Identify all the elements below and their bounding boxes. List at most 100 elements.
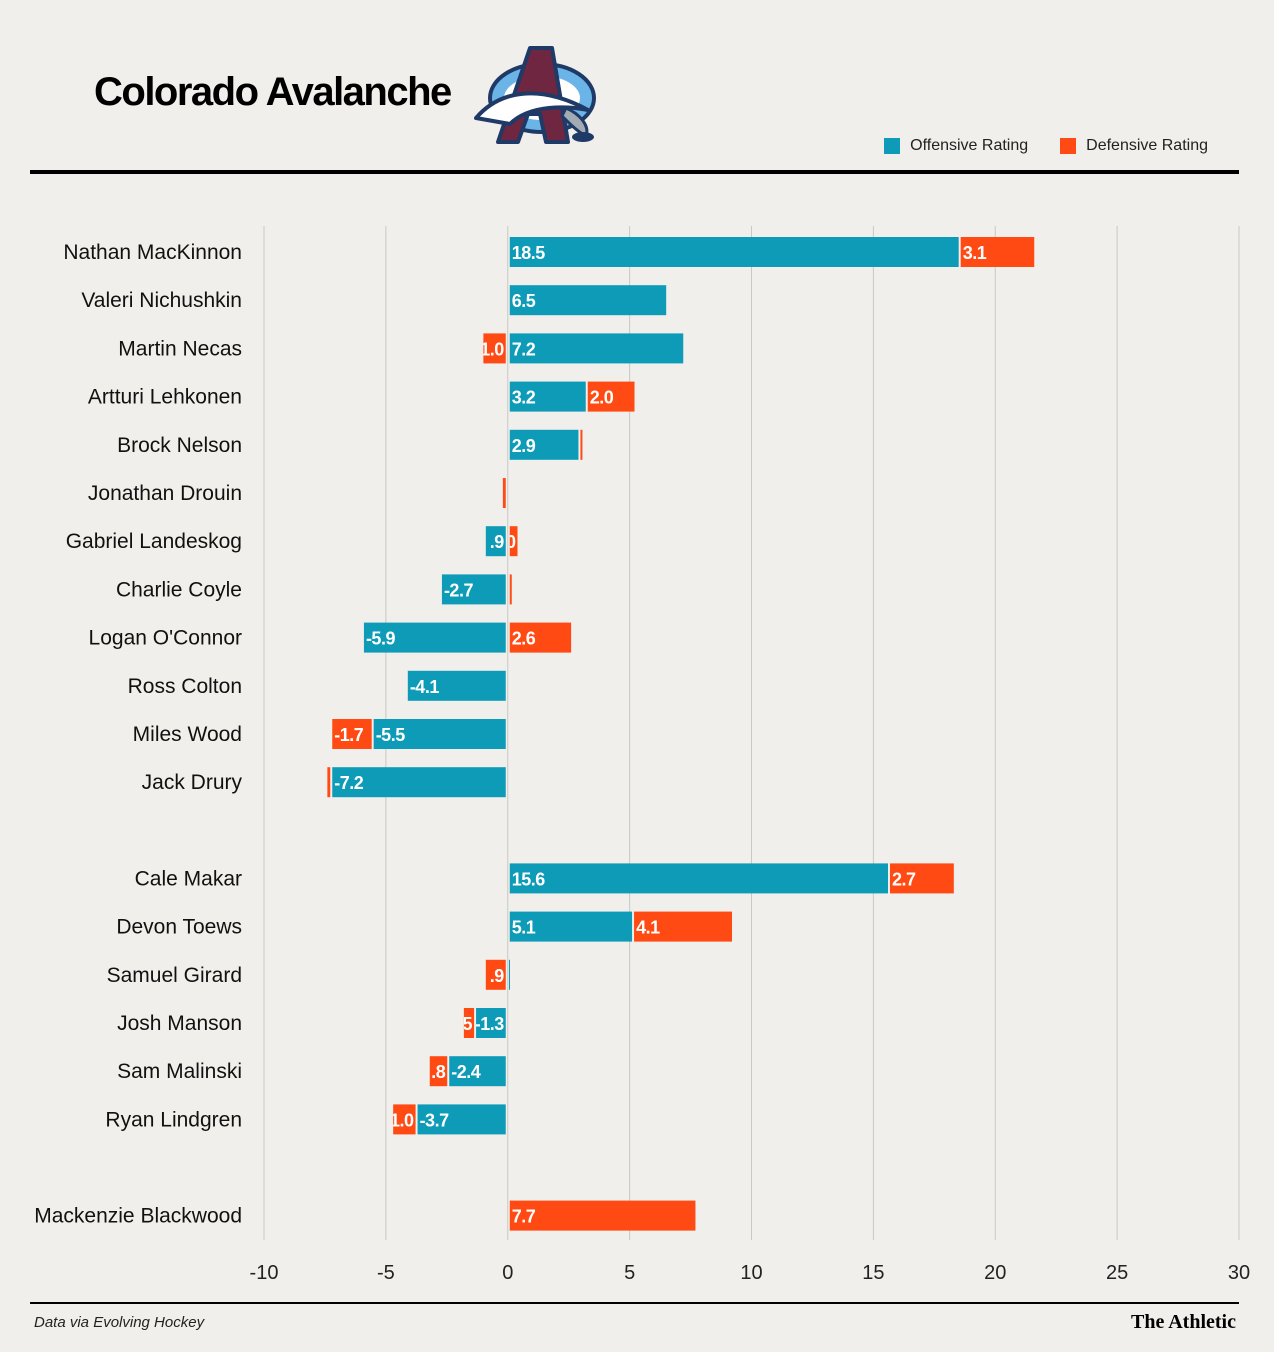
offensive-bar — [509, 863, 888, 894]
defensive-bar — [483, 333, 506, 364]
bar-value-label: -7.2 — [334, 773, 364, 793]
bar-value-label: 2.0 — [590, 388, 614, 408]
player-name: Valeri Nichushkin — [81, 289, 242, 312]
bar-value-label: 1.0 — [480, 339, 504, 359]
offensive-bar — [363, 622, 506, 653]
offensive-bar — [509, 911, 633, 942]
player-name: Artturi Lehkonen — [88, 386, 242, 409]
defensive-bar — [634, 911, 732, 942]
player-name: Devon Toews — [116, 916, 242, 939]
defensive-bar — [393, 1104, 416, 1135]
player-name: Jonathan Drouin — [88, 482, 242, 505]
bar-value-label: -2.7 — [444, 580, 474, 600]
x-tick-label: -5 — [377, 1262, 395, 1284]
defensive-bar — [327, 767, 331, 798]
player-name: Sam Malinski — [117, 1060, 242, 1083]
bar-value-label: -1.3 — [475, 1014, 505, 1034]
defensive-bar — [509, 526, 518, 557]
player-name: Martin Necas — [118, 337, 242, 360]
defensive-bar — [587, 381, 635, 412]
defensive-bar — [890, 863, 954, 894]
defensive-bar — [502, 478, 506, 508]
bar-value-label: 7.7 — [512, 1207, 536, 1227]
bar-value-label: -5.5 — [376, 725, 406, 745]
bar-value-label: -4.1 — [410, 677, 440, 697]
player-name: Jack Drury — [142, 771, 243, 794]
defensive-bar — [960, 237, 1035, 267]
chart-legend: Offensive Rating Defensive Rating — [884, 137, 1208, 155]
team-logo — [474, 46, 596, 144]
bar-value-label: 2.7 — [892, 869, 916, 889]
footer-divider — [30, 1302, 1239, 1304]
offensive-bar — [441, 574, 506, 605]
x-tick-label: 5 — [624, 1262, 635, 1284]
defensive-bar — [580, 429, 583, 460]
offensive-bar — [509, 237, 959, 267]
bar-value-label: 1.0 — [390, 1110, 414, 1130]
legend-label-defensive: Defensive Rating — [1086, 137, 1208, 154]
defensive-bar — [332, 719, 372, 749]
player-name: Mackenzie Blackwood — [34, 1205, 242, 1228]
bar-value-label: 4.1 — [636, 918, 660, 938]
offensive-bar — [407, 670, 506, 701]
x-tick-label: -10 — [250, 1262, 279, 1284]
offensive-bar — [332, 767, 506, 798]
bar-value-label: 7.2 — [512, 339, 536, 359]
defensive-bar — [509, 622, 572, 653]
player-name: Logan O'Connor — [89, 627, 242, 650]
player-name: Cale Makar — [135, 867, 242, 890]
bar-value-label: -1.7 — [334, 725, 364, 745]
bar-value-label: 15.6 — [512, 869, 546, 889]
header-divider — [30, 170, 1239, 174]
legend-swatch-defensive — [1060, 138, 1077, 154]
bar-value-label: 18.5 — [512, 243, 546, 263]
x-tick-label: 15 — [862, 1262, 884, 1284]
x-tick-label: 0 — [502, 1262, 513, 1284]
bar-value-label: 3.1 — [963, 243, 987, 263]
offensive-bar — [476, 1008, 506, 1038]
chart-title: Colorado Avalanche — [94, 70, 452, 114]
legend-item-defensive: Defensive Rating — [1060, 137, 1208, 155]
bar-value-label: 3.2 — [512, 388, 536, 408]
defensive-bar — [509, 574, 512, 605]
bar-value-label: -5.9 — [366, 629, 396, 649]
bar-chart: -10 -5 0 5 10 15 20 25 30 Nathan MacKinnon 18.5 3.1… — [34, 226, 1250, 1284]
bar-value-label: .9 — [490, 532, 505, 552]
player-name: Brock Nelson — [117, 434, 242, 457]
bar-value-label: 0 — [506, 532, 516, 552]
data-source-note: Data via Evolving Hockey — [34, 1314, 205, 1331]
bar-value-label: 5 — [463, 1014, 473, 1034]
bar-value-label: 6.5 — [512, 291, 536, 311]
defensive-bar — [485, 959, 506, 990]
legend-swatch-offensive — [884, 138, 901, 154]
bar-value-label: -2.4 — [451, 1062, 481, 1082]
x-tick-label: 20 — [984, 1262, 1006, 1284]
offensive-bar — [509, 429, 579, 460]
offensive-bar — [485, 526, 506, 557]
offensive-bar — [509, 285, 667, 316]
player-name: Ryan Lindgren — [105, 1108, 242, 1131]
bar-value-label: 2.9 — [512, 436, 536, 456]
player-name: Miles Wood — [133, 723, 242, 746]
offensive-bar — [417, 1104, 506, 1135]
bar-value-label: 5.1 — [512, 918, 536, 938]
offensive-bar — [508, 959, 510, 990]
legend-label-offensive: Offensive Rating — [910, 137, 1029, 154]
player-name: Gabriel Landeskog — [66, 530, 242, 553]
offensive-bar — [449, 1056, 506, 1087]
chart-header: Colorado Avalanche Offensive Rating Defe… — [0, 0, 1274, 175]
defensive-bar — [509, 1200, 696, 1231]
player-name: Josh Manson — [117, 1012, 242, 1035]
defensive-bar — [463, 1008, 475, 1038]
legend-item-offensive: Offensive Rating — [884, 137, 1028, 155]
offensive-bar — [509, 381, 586, 412]
bar-value-label: -3.7 — [420, 1110, 450, 1130]
offensive-bar — [509, 333, 684, 364]
x-tick-label: 10 — [740, 1262, 762, 1284]
player-name: Nathan MacKinnon — [63, 241, 242, 264]
player-name: Ross Colton — [128, 675, 242, 698]
x-tick-label: 30 — [1228, 1262, 1250, 1284]
bar-value-label: .8 — [431, 1062, 446, 1082]
x-tick-label: 25 — [1106, 1262, 1128, 1284]
bar-value-label: 2.6 — [512, 629, 536, 649]
